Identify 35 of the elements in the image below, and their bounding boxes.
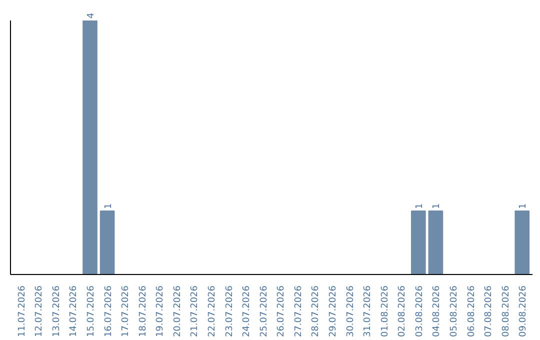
- x-tick-label: 08.08.2026: [501, 285, 512, 338]
- x-tick-label: 28.07.2026: [311, 285, 322, 338]
- x-tick-label: 11.07.2026: [17, 285, 28, 338]
- x-tick-label: 30.07.2026: [346, 285, 356, 338]
- x-tick-label: 13.07.2026: [52, 285, 62, 338]
- x-tick-label: 24.07.2026: [242, 285, 252, 338]
- x-tick-label: 23.07.2026: [224, 285, 235, 338]
- x-tick-label: 20.07.2026: [172, 285, 183, 338]
- x-tick-label: 27.07.2026: [294, 285, 304, 338]
- x-tick-label: 15.07.2026: [86, 285, 97, 338]
- x-tick-label: 16.07.2026: [104, 285, 114, 338]
- x-tick-label: 25.07.2026: [259, 285, 270, 338]
- x-tick-label: 18.07.2026: [138, 285, 148, 338]
- x-tick-label: 29.07.2026: [328, 285, 338, 338]
- x-tick-label: 17.07.2026: [121, 285, 132, 338]
- x-tick-label: 01.08.2026: [380, 285, 390, 338]
- x-tick-label: 22.07.2026: [208, 285, 218, 338]
- x-tick-label: 09.08.2026: [518, 285, 529, 338]
- x-tick-label: 26.07.2026: [276, 285, 287, 338]
- x-tick-label: 21.07.2026: [190, 285, 200, 338]
- data-label: 1: [414, 203, 425, 209]
- data-label: 1: [104, 203, 114, 209]
- x-tick-label: 31.07.2026: [363, 285, 374, 338]
- x-tick-label: 03.08.2026: [414, 285, 425, 338]
- data-label: 1: [432, 203, 442, 209]
- data-label: 4: [86, 12, 97, 18]
- data-label: 1: [518, 203, 529, 209]
- x-tick-label: 07.08.2026: [484, 285, 494, 338]
- x-tick-label: 04.08.2026: [432, 285, 442, 338]
- x-tick-label: 05.08.2026: [449, 285, 460, 338]
- x-tick-label: 06.08.2026: [466, 285, 477, 338]
- x-tick-label: 12.07.2026: [34, 285, 45, 338]
- x-tick-label: 14.07.2026: [69, 285, 80, 338]
- x-tick-label: 02.08.2026: [398, 285, 408, 338]
- x-tick-label: 19.07.2026: [156, 285, 166, 338]
